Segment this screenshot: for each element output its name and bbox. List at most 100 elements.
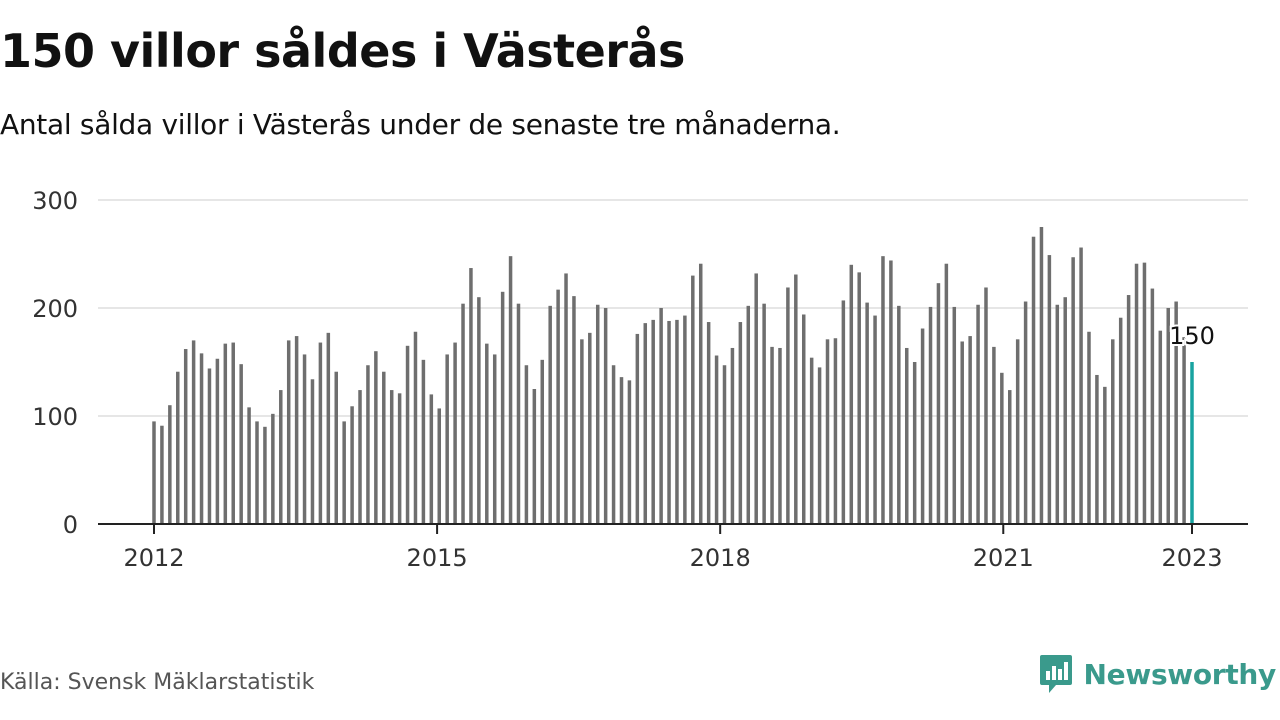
bar xyxy=(1126,295,1131,524)
x-tick-label: 2012 xyxy=(123,544,184,572)
bar xyxy=(746,305,751,524)
bar xyxy=(1182,337,1186,524)
bar xyxy=(1087,331,1091,524)
bar xyxy=(366,365,370,524)
source-note: Källa: Svensk Mäklarstatistik xyxy=(0,670,315,695)
y-tick-label: 100 xyxy=(32,403,78,431)
bar xyxy=(294,336,299,524)
bar xyxy=(857,272,861,524)
bar xyxy=(461,303,465,524)
bar xyxy=(334,371,338,524)
bar xyxy=(429,394,434,524)
bar xyxy=(603,308,608,524)
bar xyxy=(580,339,584,524)
bar xyxy=(405,345,410,524)
bar xyxy=(310,379,315,524)
bar xyxy=(1047,255,1052,524)
bar xyxy=(841,300,846,524)
bar xyxy=(738,322,743,524)
bar xyxy=(1071,257,1075,524)
bar xyxy=(524,365,529,524)
bar xyxy=(770,346,774,524)
x-tick-label: 2023 xyxy=(1161,544,1222,572)
bar xyxy=(659,308,663,524)
bar xyxy=(492,354,497,524)
bar xyxy=(1095,374,1099,524)
bar xyxy=(801,314,806,524)
bar xyxy=(786,287,790,524)
bar xyxy=(1118,317,1123,524)
bar xyxy=(730,347,735,524)
bar xyxy=(714,355,719,524)
bar xyxy=(984,287,988,524)
bar xyxy=(1015,339,1020,524)
bar xyxy=(223,343,228,524)
bar xyxy=(873,315,877,524)
bar xyxy=(350,406,354,524)
bar xyxy=(722,365,727,524)
bar xyxy=(1055,304,1060,524)
bar xyxy=(936,283,941,524)
bar xyxy=(263,426,267,524)
bar xyxy=(302,354,307,524)
bar xyxy=(1158,330,1163,524)
bar xyxy=(572,296,576,524)
bar xyxy=(754,273,758,524)
bar xyxy=(500,291,505,524)
bar xyxy=(421,359,426,524)
bar xyxy=(160,425,164,524)
bar xyxy=(588,332,592,524)
bar xyxy=(279,390,283,524)
y-tick-label: 0 xyxy=(63,511,78,539)
bar xyxy=(1134,263,1139,524)
bar xyxy=(683,315,687,524)
highlight-value-label: 150 xyxy=(1169,322,1215,350)
chart-title: 150 villor såldes i Västerås xyxy=(0,24,685,78)
bar xyxy=(168,405,172,524)
bar xyxy=(762,303,766,524)
bar xyxy=(1031,236,1036,524)
bar xyxy=(389,390,394,524)
bar xyxy=(247,407,251,524)
bar xyxy=(469,268,473,524)
bar xyxy=(976,304,980,524)
bar xyxy=(326,332,331,524)
bar xyxy=(152,421,156,524)
bar xyxy=(691,275,695,524)
bar xyxy=(397,393,402,524)
bar xyxy=(1111,339,1115,524)
bar xyxy=(453,342,457,524)
bar xyxy=(548,305,552,524)
bar xyxy=(920,328,925,524)
bar xyxy=(667,320,671,524)
bar xyxy=(635,333,640,524)
bar xyxy=(286,340,291,524)
bar xyxy=(199,353,204,524)
bar xyxy=(1166,308,1170,524)
bar xyxy=(1103,386,1107,524)
newsworthy-logo-icon xyxy=(1039,655,1072,693)
bar xyxy=(778,347,782,524)
bar xyxy=(619,377,624,524)
bar xyxy=(817,367,822,524)
x-tick-label: 2015 xyxy=(407,544,468,572)
brand-name: Newsworthy xyxy=(1083,657,1277,691)
bar xyxy=(183,349,188,524)
bar xyxy=(675,319,679,524)
bar xyxy=(627,380,632,524)
bar xyxy=(928,306,933,524)
bar xyxy=(556,289,560,524)
bar xyxy=(207,368,212,524)
bar xyxy=(1023,301,1028,524)
bar xyxy=(382,371,386,524)
brand-logo[interactable]: Newsworthy xyxy=(1038,652,1276,696)
bar xyxy=(960,341,964,524)
highlight-bar xyxy=(1190,362,1194,524)
bar xyxy=(413,331,418,524)
bar xyxy=(706,322,711,524)
bar xyxy=(849,264,854,524)
bar xyxy=(271,413,275,524)
bar xyxy=(445,354,449,524)
x-tick-label: 2018 xyxy=(690,544,751,572)
bar xyxy=(255,421,259,524)
